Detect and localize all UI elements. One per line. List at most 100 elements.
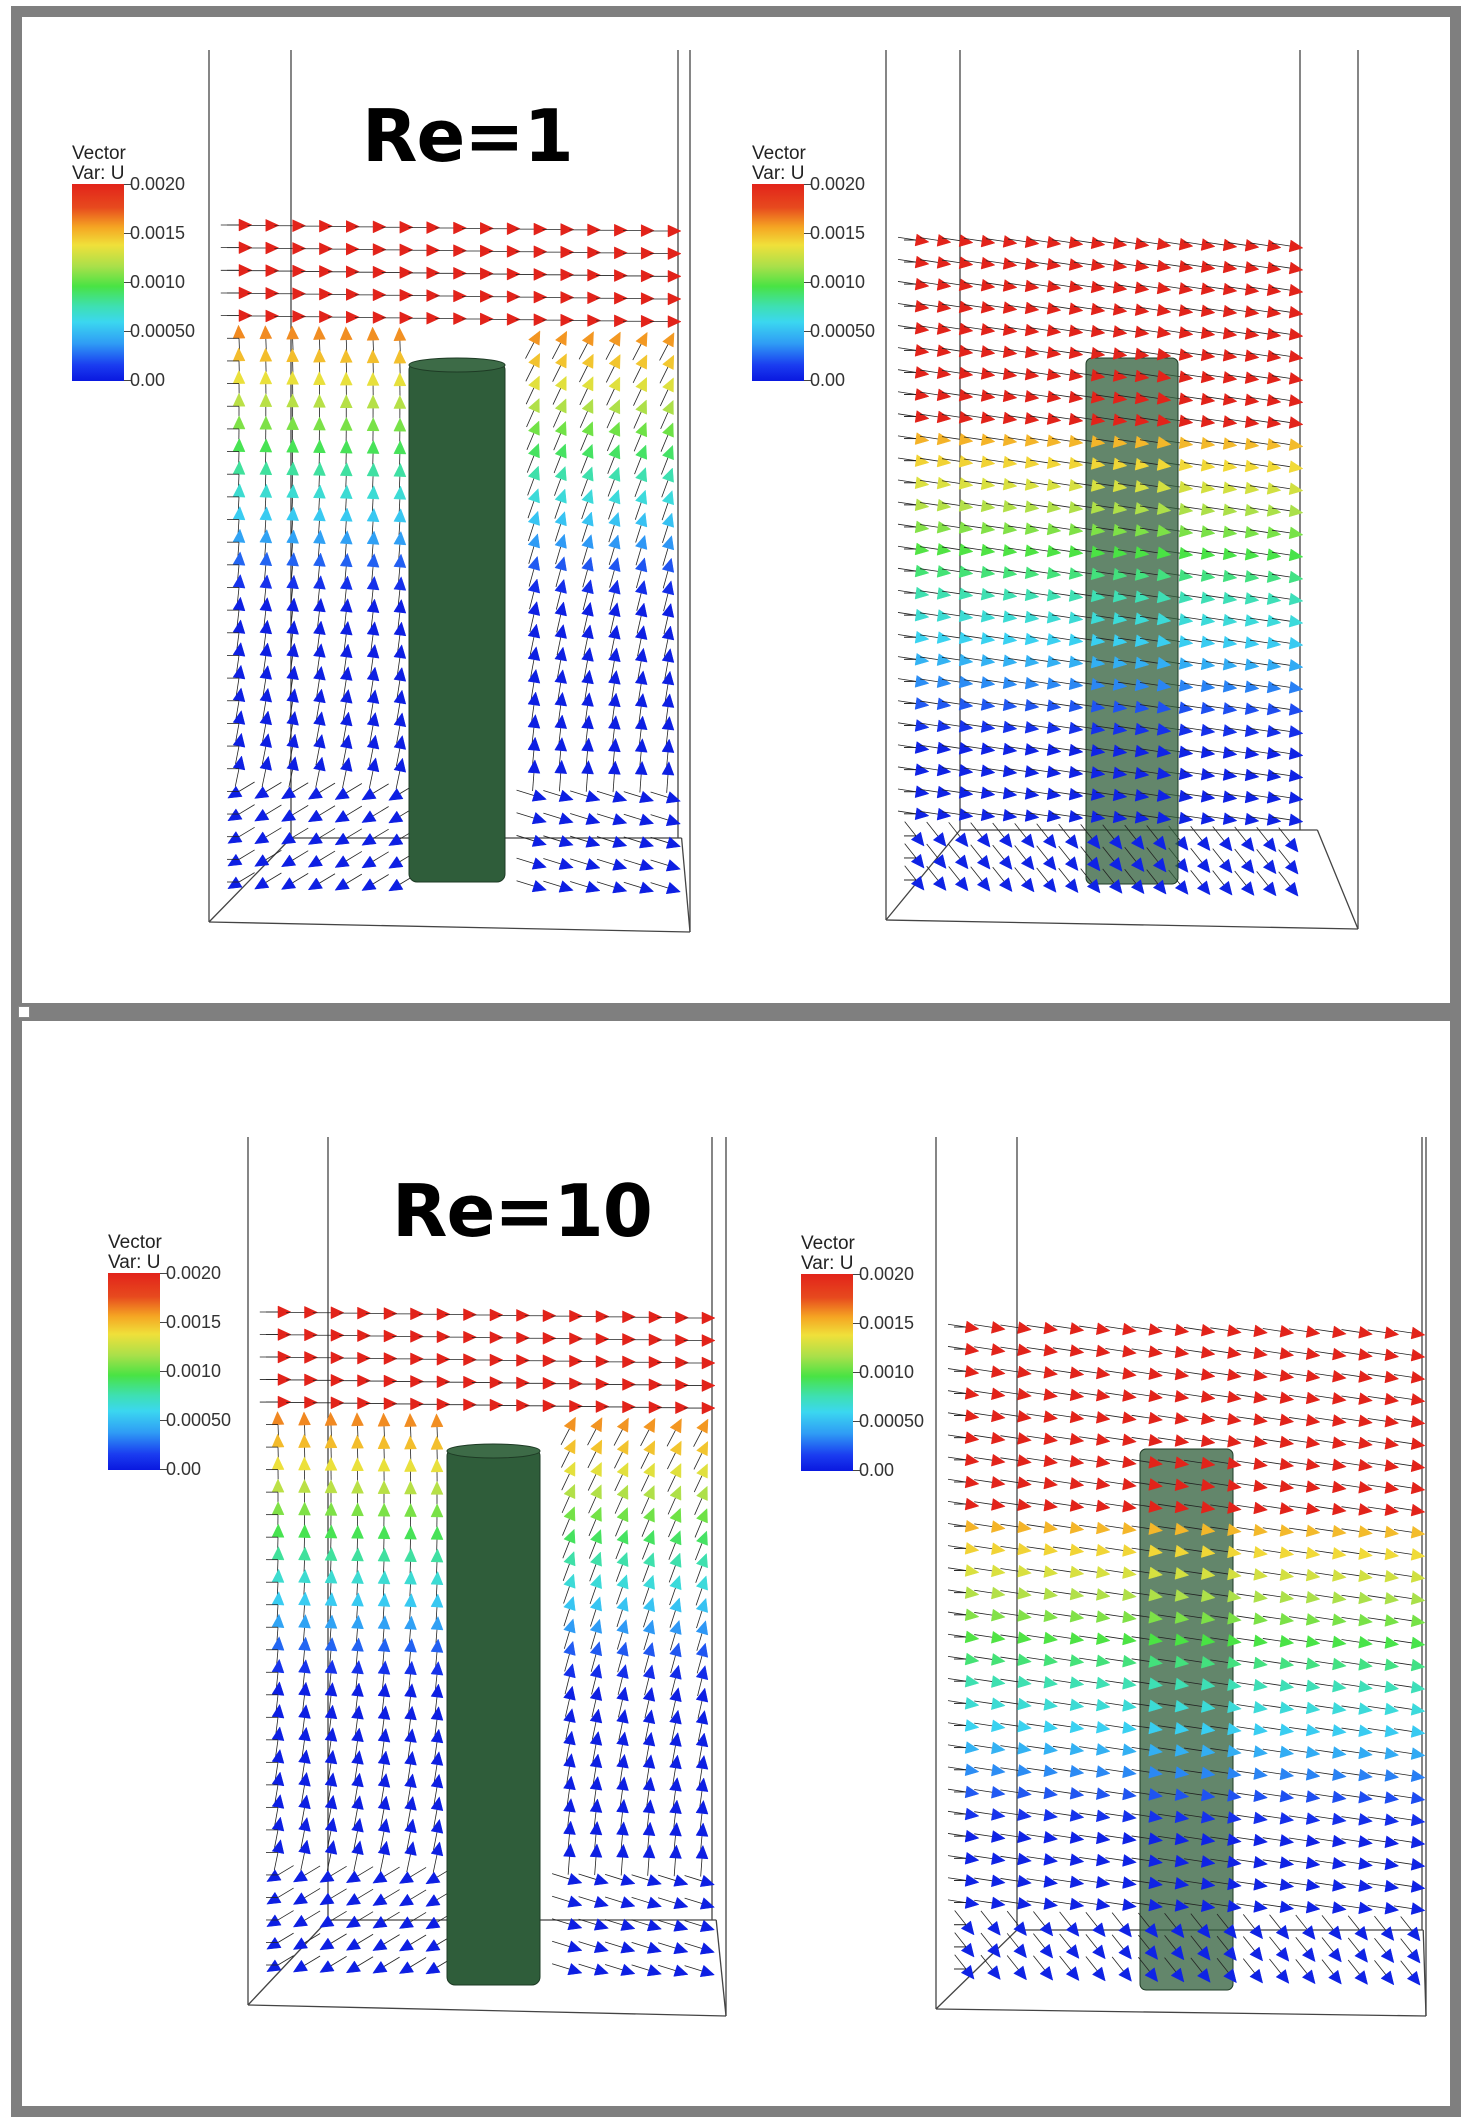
vector-stem bbox=[1374, 1938, 1387, 1953]
vector-arrow bbox=[404, 1570, 417, 1585]
vector-arrow bbox=[1095, 1322, 1111, 1336]
vector-stem bbox=[1157, 1326, 1176, 1331]
vector-arrow bbox=[1174, 1766, 1190, 1779]
vector-arrow bbox=[1384, 1392, 1400, 1406]
vector-stem bbox=[238, 781, 255, 792]
vector-stem bbox=[605, 343, 615, 360]
vector-stem bbox=[1321, 1937, 1334, 1953]
vector-stem bbox=[947, 1500, 967, 1505]
vector-arrow bbox=[1253, 1501, 1269, 1515]
vector-stem bbox=[1262, 1726, 1281, 1731]
vector-arrow bbox=[640, 314, 655, 328]
vector-arrow bbox=[1222, 613, 1238, 627]
vector-stem bbox=[1249, 463, 1269, 467]
vector-stem bbox=[1271, 353, 1291, 357]
vector-stem bbox=[1164, 1957, 1177, 1973]
vector-arrow bbox=[1092, 1966, 1106, 1982]
vector-arrow bbox=[1095, 1632, 1111, 1645]
vector-stem bbox=[395, 748, 401, 767]
vector-arrow bbox=[339, 734, 353, 750]
vector-arrow bbox=[936, 344, 952, 357]
vector-arrow bbox=[1244, 746, 1260, 760]
vector-arrow bbox=[1275, 1946, 1290, 1962]
vector-stem bbox=[1007, 657, 1027, 662]
vector-arrow bbox=[585, 812, 601, 825]
vector-stem bbox=[1278, 871, 1291, 887]
vector-arrow bbox=[1095, 1676, 1111, 1690]
vector-arrow bbox=[339, 530, 353, 545]
vector-arrow bbox=[388, 810, 404, 824]
vector-arrow bbox=[1222, 348, 1238, 362]
vector-arrow bbox=[339, 348, 353, 363]
vector-stem bbox=[1139, 306, 1159, 311]
vector-arrow bbox=[936, 741, 952, 755]
vector-arrow bbox=[914, 299, 930, 313]
vector-stem bbox=[985, 238, 1005, 242]
vector-stem bbox=[1227, 286, 1247, 290]
vector-stem bbox=[1262, 1527, 1281, 1531]
vector-stem bbox=[985, 701, 1005, 706]
vector-stem bbox=[1183, 285, 1203, 290]
vector-arrow bbox=[1200, 260, 1216, 273]
vector-stem bbox=[1026, 1524, 1045, 1528]
vector-stem bbox=[380, 1786, 385, 1805]
vector-stem bbox=[941, 701, 961, 705]
vector-arrow bbox=[1122, 1344, 1137, 1358]
vector-arrow bbox=[914, 366, 930, 379]
vector-arrow bbox=[1279, 1679, 1295, 1692]
vector-arrow bbox=[351, 1659, 364, 1675]
vector-arrow bbox=[1122, 1876, 1137, 1889]
vector-arrow bbox=[304, 1396, 319, 1409]
vector-arrow bbox=[1253, 1656, 1269, 1670]
vector-arrow bbox=[980, 411, 996, 424]
vector-arrow bbox=[1069, 1742, 1085, 1756]
vector-arrow bbox=[1174, 835, 1189, 851]
vector-stem bbox=[1367, 1905, 1386, 1909]
vector-stem bbox=[238, 872, 255, 883]
vector-arrow bbox=[1148, 1832, 1164, 1845]
vector-stem bbox=[963, 370, 983, 374]
vector-arrow bbox=[642, 1574, 655, 1590]
vector-arrow bbox=[1305, 1502, 1321, 1515]
vector-arrow bbox=[1042, 833, 1057, 849]
vector-stem bbox=[1315, 1815, 1334, 1820]
vector-stem bbox=[1271, 573, 1291, 578]
vector-stem bbox=[1227, 683, 1247, 688]
vector-arrow bbox=[1178, 502, 1194, 516]
vector-stem bbox=[1052, 1524, 1072, 1529]
vector-arrow bbox=[1122, 1809, 1137, 1823]
vector-stem bbox=[919, 656, 939, 661]
vector-stem bbox=[1205, 815, 1225, 820]
vector-stem bbox=[1095, 306, 1115, 310]
vector-arrow bbox=[665, 813, 681, 827]
vector-arrow bbox=[958, 234, 974, 247]
vector-arrow bbox=[1279, 1501, 1295, 1515]
vector-arrow bbox=[1279, 1347, 1295, 1360]
vector-stem bbox=[1095, 372, 1115, 376]
vector-arrow bbox=[589, 1573, 602, 1590]
vector-arrow bbox=[339, 484, 353, 499]
vector-stem bbox=[1105, 1480, 1124, 1485]
vector-arrow bbox=[673, 1874, 689, 1887]
vector-stem bbox=[304, 1955, 321, 1966]
vector-stem bbox=[636, 570, 642, 589]
vector-arrow bbox=[958, 432, 974, 446]
vector-arrow bbox=[1305, 1590, 1321, 1604]
vector-arrow bbox=[298, 1681, 311, 1697]
vector-stem bbox=[1367, 1882, 1386, 1887]
vector-arrow bbox=[914, 652, 930, 666]
vector-arrow bbox=[1262, 859, 1277, 875]
vector-arrow bbox=[1358, 1702, 1373, 1715]
vector-stem bbox=[1236, 1748, 1255, 1752]
vector-arrow bbox=[1305, 1546, 1321, 1560]
vector-stem bbox=[1289, 1837, 1308, 1842]
vector-arrow bbox=[324, 1591, 338, 1607]
vector-arrow bbox=[595, 1310, 610, 1323]
vector-stem bbox=[897, 744, 917, 748]
vector-arrow bbox=[1148, 1345, 1164, 1358]
vector-stem bbox=[1026, 1391, 1045, 1395]
vector-stem bbox=[1183, 638, 1203, 643]
vector-arrow bbox=[339, 439, 353, 454]
vector-arrow bbox=[1122, 1831, 1137, 1845]
vector-arrow bbox=[531, 789, 547, 802]
